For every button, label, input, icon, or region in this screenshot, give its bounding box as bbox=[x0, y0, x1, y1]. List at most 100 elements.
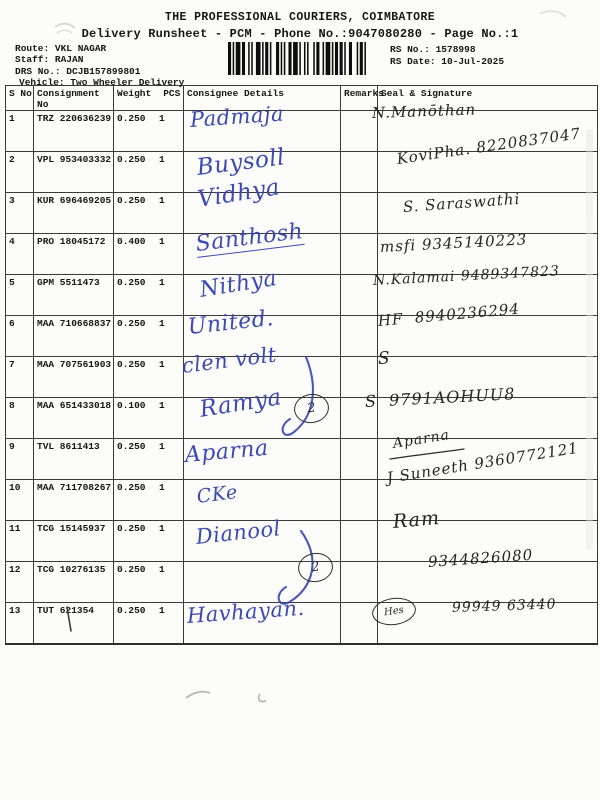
cell-weight-pcs: 0.250 1 bbox=[113, 356, 184, 398]
cell-seal-signature bbox=[377, 438, 598, 480]
header-consignment-no: Consignment No bbox=[33, 85, 114, 111]
pencil-mark-2 bbox=[257, 693, 267, 703]
weight-value: 0.250 bbox=[117, 564, 146, 575]
cell-seal-signature bbox=[377, 479, 598, 521]
cell-s-no: 12 bbox=[5, 561, 34, 603]
route-line: Route: VKL NAGAR bbox=[15, 43, 107, 54]
cell-seal-signature bbox=[377, 356, 598, 398]
cell-consignee-details bbox=[183, 520, 341, 562]
cell-seal-signature bbox=[377, 561, 598, 603]
table-row: 2 VPL 953403332 0.250 1 bbox=[5, 151, 598, 193]
cell-weight-pcs: 0.250 1 bbox=[113, 479, 184, 521]
cell-weight-pcs: 0.400 1 bbox=[113, 233, 184, 275]
cell-weight-pcs: 0.250 1 bbox=[113, 561, 184, 603]
cell-consignment-no: MAA 711708267 bbox=[33, 479, 114, 521]
cell-s-no: 9 bbox=[5, 438, 34, 480]
cell-remarks bbox=[340, 602, 378, 645]
header-meta-right: RS No.: 1578998 RS Date: 10-Jul-2025 bbox=[390, 44, 504, 68]
cell-s-no: 6 bbox=[5, 315, 34, 357]
table-row: 9 TVL 8611413 0.250 1 bbox=[5, 438, 598, 480]
table-row: 5 GPM 5511473 0.250 1 bbox=[5, 274, 598, 316]
cell-s-no: 3 bbox=[5, 192, 34, 234]
pencil-mark-1 bbox=[185, 690, 211, 699]
cell-remarks bbox=[340, 192, 378, 234]
cell-s-no: 8 bbox=[5, 397, 34, 439]
rs-no-line: RS No.: 1578998 bbox=[390, 44, 476, 55]
barcode bbox=[228, 42, 366, 75]
pcs-value: 1 bbox=[159, 523, 165, 534]
pcs-value: 1 bbox=[159, 482, 165, 493]
weight-value: 0.250 bbox=[117, 154, 146, 165]
header-pcs: PCS bbox=[163, 88, 181, 99]
cell-s-no: 11 bbox=[5, 520, 34, 562]
pcs-value: 1 bbox=[159, 318, 165, 329]
cell-weight-pcs: 0.250 1 bbox=[113, 315, 184, 357]
cell-weight-pcs: 0.250 1 bbox=[113, 192, 184, 234]
cell-s-no: 2 bbox=[5, 151, 34, 193]
cell-seal-signature bbox=[377, 151, 598, 193]
cell-consignee-details bbox=[183, 315, 341, 357]
cell-seal-signature bbox=[377, 397, 598, 439]
cell-seal-signature bbox=[377, 602, 598, 645]
cell-consignee-details bbox=[183, 192, 341, 234]
cell-consignment-no: TRZ 220636239 bbox=[33, 110, 114, 152]
cell-consignment-no: MAA 707561903 bbox=[33, 356, 114, 398]
weight-value: 0.250 bbox=[117, 113, 146, 124]
cell-consignment-no: TCG 15145937 bbox=[33, 520, 114, 562]
pcs-value: 1 bbox=[159, 154, 165, 165]
cell-weight-pcs: 0.250 1 bbox=[113, 151, 184, 193]
staff-line: Staff: RAJAN bbox=[15, 54, 84, 66]
pcs-value: 1 bbox=[159, 564, 165, 575]
runsheet-subtitle: Delivery Runsheet - PCM - Phone No.:9047… bbox=[81, 27, 519, 41]
cell-consignment-no: KUR 696469205 bbox=[33, 192, 114, 234]
cell-weight-pcs: 0.100 1 bbox=[113, 397, 184, 439]
cell-consignee-details bbox=[183, 110, 341, 152]
table-row: 6 MAA 710668837 0.250 1 bbox=[5, 315, 598, 357]
rs-date-line: RS Date: 10-Jul-2025 bbox=[390, 56, 505, 67]
cell-consignee-details bbox=[183, 561, 341, 603]
pcs-value: 1 bbox=[159, 113, 165, 124]
cell-weight-pcs: 0.250 1 bbox=[113, 110, 184, 152]
drs-no-line: DRS No.: DCJB157899801 bbox=[15, 65, 141, 77]
cell-consignee-details bbox=[183, 233, 341, 275]
cell-consignee-details bbox=[183, 602, 341, 645]
weight-value: 0.250 bbox=[117, 523, 146, 534]
weight-value: 0.250 bbox=[117, 359, 146, 370]
cell-weight-pcs: 0.250 1 bbox=[113, 520, 184, 562]
cell-remarks bbox=[340, 561, 378, 603]
company-title: THE PROFESSIONAL COURIERS, COIMBATORE bbox=[164, 11, 436, 24]
weight-value: 0.400 bbox=[117, 236, 146, 247]
cell-consignee-details bbox=[183, 274, 341, 316]
weight-value: 0.100 bbox=[117, 400, 146, 411]
cell-seal-signature bbox=[377, 110, 598, 152]
cell-s-no: 7 bbox=[5, 356, 34, 398]
cell-weight-pcs: 0.250 1 bbox=[113, 602, 184, 645]
cell-consignee-details bbox=[183, 151, 341, 193]
vehicle-line: Vehicle: Two Wheeler Delivery bbox=[19, 76, 185, 88]
cell-remarks bbox=[340, 315, 378, 357]
cell-consignment-no: VPL 953403332 bbox=[33, 151, 114, 193]
cell-s-no: 13 bbox=[5, 602, 34, 645]
cell-s-no: 10 bbox=[5, 479, 34, 521]
cell-consignee-details bbox=[183, 397, 341, 439]
pcs-value: 1 bbox=[159, 359, 165, 370]
cell-weight-pcs: 0.250 1 bbox=[113, 274, 184, 316]
pcs-value: 1 bbox=[159, 605, 165, 616]
header-seal-signature: Seal & Signature bbox=[377, 85, 598, 111]
weight-value: 0.250 bbox=[117, 482, 146, 493]
table-row: 11 TCG 15145937 0.250 1 bbox=[5, 520, 598, 562]
cell-seal-signature bbox=[377, 315, 598, 357]
table-row: 1 TRZ 220636239 0.250 1 bbox=[5, 110, 598, 152]
header-remarks: Remarks bbox=[340, 85, 384, 111]
cell-remarks bbox=[340, 438, 378, 480]
header-meta-left: Route: VKL NAGAR Staff: RAJAN DRS No.: D… bbox=[15, 43, 184, 88]
cell-remarks bbox=[340, 479, 378, 521]
table-row: 12 TCG 10276135 0.250 1 bbox=[5, 561, 598, 603]
cell-consignment-no: PRO 18045172 bbox=[33, 233, 114, 275]
cell-seal-signature bbox=[377, 233, 598, 275]
cell-consignment-no: TCG 10276135 bbox=[33, 561, 114, 603]
table-row: 4 PRO 18045172 0.400 1 bbox=[5, 233, 598, 275]
table-row: 7 MAA 707561903 0.250 1 bbox=[5, 356, 598, 398]
weight-value: 0.250 bbox=[117, 441, 146, 452]
